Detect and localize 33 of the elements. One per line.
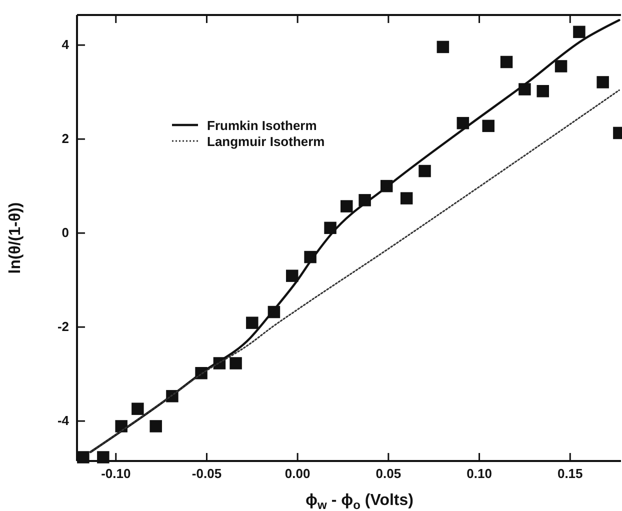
point (436, 40, 450, 54)
legend-label: Frumkin Isotherm (207, 118, 317, 133)
point (246, 316, 258, 329)
point (150, 420, 162, 432)
point (482, 120, 494, 132)
y-axis-title: ln(θ/(1-θ)) (7, 202, 24, 274)
point (500, 56, 513, 68)
point (77, 451, 90, 464)
point (115, 420, 128, 432)
x-axis-title: ϕ$_{w}$ - ϕ$_{o}$ (Volts) (306, 492, 414, 511)
point (132, 402, 144, 415)
y-tick-label: -2 (57, 319, 69, 334)
x-tick-label: 0.00 (284, 466, 310, 482)
point (554, 60, 568, 72)
legend-label: Langmuir Isotherm (207, 134, 325, 149)
point (286, 270, 298, 282)
point (97, 451, 110, 464)
point (230, 357, 242, 370)
x-tick-label: -0.05 (192, 466, 222, 482)
point (596, 76, 609, 88)
point (340, 200, 353, 212)
point (573, 26, 586, 38)
point (418, 164, 431, 178)
y-tick-label: 4 (62, 37, 70, 52)
x-tick-label: -0.10 (101, 466, 131, 482)
y-tick-label: 2 (62, 131, 69, 146)
x-tick-label: 0.05 (376, 466, 402, 482)
point (536, 85, 549, 98)
point (400, 192, 413, 204)
x-tick-label: 0.15 (557, 466, 583, 482)
y-tick-label: 0 (62, 225, 69, 240)
y-tick-label: -4 (57, 413, 70, 428)
x-tick-label: 0.10 (466, 466, 492, 482)
